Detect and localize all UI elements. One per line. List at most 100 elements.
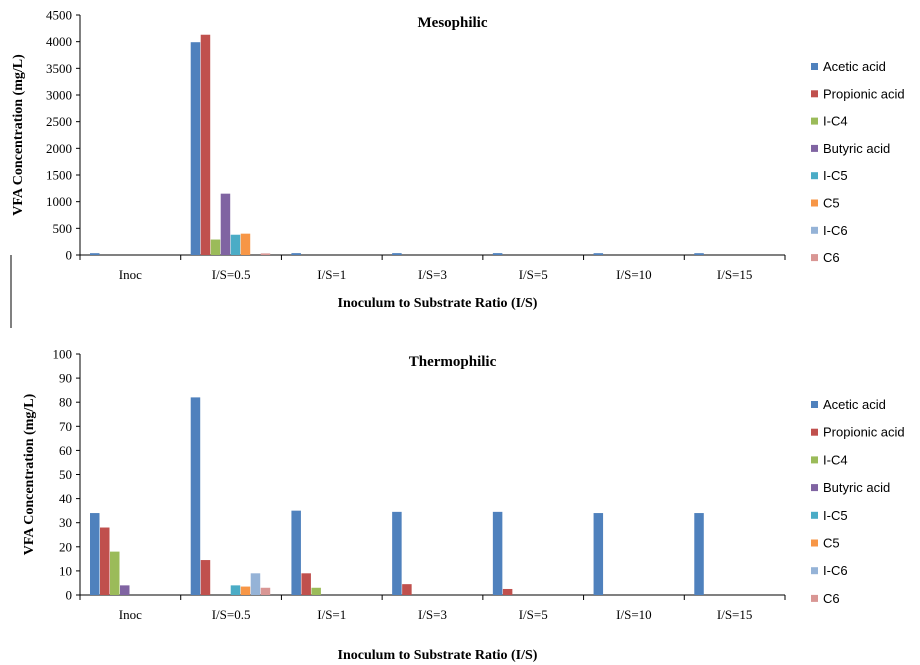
bar xyxy=(291,253,301,255)
legend-label: Propionic acid xyxy=(823,86,905,101)
y-tick-label: 3000 xyxy=(46,88,72,103)
legend-label: I-C5 xyxy=(823,508,848,523)
bar xyxy=(291,510,301,595)
x-tick-label: I/S=10 xyxy=(616,267,652,282)
legend-label: I-C4 xyxy=(823,452,848,467)
y-tick-label: 0 xyxy=(66,588,73,603)
bar xyxy=(120,585,130,595)
legend-swatch xyxy=(811,63,818,70)
bar xyxy=(311,587,321,595)
bar xyxy=(90,513,100,595)
y-tick-label: 90 xyxy=(59,371,72,386)
chart-title: Thermophilic xyxy=(409,354,497,370)
y-tick-label: 20 xyxy=(59,539,72,554)
bar xyxy=(392,253,402,255)
bar xyxy=(593,513,604,595)
bar xyxy=(220,193,231,255)
x-tick-label: I/S=5 xyxy=(519,607,548,622)
legend-label: C5 xyxy=(823,196,840,211)
legend-swatch xyxy=(811,172,818,180)
bar xyxy=(502,588,513,595)
legend-swatch xyxy=(811,539,818,547)
x-axis-title: Inoculum to Substrate Ratio (I/S) xyxy=(338,648,538,663)
chart-title: Mesophilic xyxy=(418,15,488,31)
y-tick-label: 3500 xyxy=(46,61,72,76)
bar xyxy=(392,511,402,595)
x-tick-label: I/S=1 xyxy=(317,267,346,282)
legend-label: Butyric acid xyxy=(823,141,890,156)
legend-label: Propionic acid xyxy=(823,425,905,440)
bar xyxy=(260,253,271,255)
x-tick-label: I/S=5 xyxy=(519,267,548,282)
y-axis-title: VFA Concentration (mg/L) xyxy=(22,393,37,555)
legend-label: I-C5 xyxy=(823,168,848,183)
x-tick-label: I/S=15 xyxy=(717,267,753,282)
legend-swatch xyxy=(811,428,818,436)
bar xyxy=(301,573,311,595)
legend-swatch xyxy=(811,226,818,234)
x-tick-label: I/S=10 xyxy=(616,607,652,622)
bar xyxy=(402,584,412,595)
legend-swatch xyxy=(811,90,818,98)
bar xyxy=(190,42,201,256)
legend-label: Butyric acid xyxy=(823,480,890,495)
bar xyxy=(240,586,251,595)
x-tick-label: Inoc xyxy=(119,607,142,622)
legend-label: Acetic acid xyxy=(823,59,886,74)
y-tick-label: 1500 xyxy=(46,168,72,183)
x-tick-label: Inoc xyxy=(119,267,142,282)
x-tick-label: I/S=0.5 xyxy=(212,267,251,282)
bar xyxy=(90,253,100,255)
bar xyxy=(593,253,604,255)
y-tick-label: 100 xyxy=(53,347,73,362)
y-tick-label: 70 xyxy=(59,419,72,434)
legend-swatch xyxy=(811,567,818,575)
bar xyxy=(694,513,704,595)
legend-label: C6 xyxy=(823,250,840,265)
y-axis-title: VFA Concentration (mg/L) xyxy=(11,54,26,216)
bar xyxy=(200,560,211,595)
bar xyxy=(100,527,110,595)
bar xyxy=(240,233,251,255)
y-tick-label: 1000 xyxy=(46,194,72,209)
legend-label: I-C4 xyxy=(823,114,848,129)
x-tick-label: I/S=1 xyxy=(317,607,346,622)
legend-label: I-C6 xyxy=(823,563,848,578)
bar xyxy=(492,253,503,255)
y-tick-label: 10 xyxy=(59,563,72,578)
x-tick-label: I/S=0.5 xyxy=(212,607,251,622)
bar xyxy=(190,397,201,595)
y-tick-label: 500 xyxy=(53,221,73,236)
chart-mesophilic: Mesophilic 0 500 1000 1500 2000 2500 3000 3500 40… xyxy=(11,8,905,312)
x-tick-label: I/S=3 xyxy=(418,607,447,622)
y-tick-label: 80 xyxy=(59,395,72,410)
legend-label: Acetic acid xyxy=(823,397,886,412)
legend-swatch xyxy=(811,401,818,408)
bar xyxy=(210,239,221,255)
bar xyxy=(694,253,704,255)
bar xyxy=(110,551,120,595)
bar xyxy=(250,573,261,595)
x-axis-title: Inoculum to Substrate Ratio (I/S) xyxy=(338,296,538,311)
x-tick-label: I/S=3 xyxy=(418,267,447,282)
y-tick-label: 4000 xyxy=(46,34,72,49)
legend-label: I-C6 xyxy=(823,223,848,238)
y-tick-label: 60 xyxy=(59,443,72,458)
y-tick-label: 4500 xyxy=(46,8,72,23)
bar xyxy=(230,585,241,595)
y-tick-label: 2000 xyxy=(46,141,72,156)
y-tick-label: 2500 xyxy=(46,114,72,129)
legend-label: C5 xyxy=(823,536,840,551)
chart-thermophilic: Thermophilic 0 10 20 30 40 50 60 70 80 90 100 VFA Co… xyxy=(22,347,905,664)
bar xyxy=(200,34,211,255)
y-tick-label: 50 xyxy=(59,467,72,482)
y-tick-label: 30 xyxy=(59,515,72,530)
legend-swatch xyxy=(811,144,818,152)
y-tick-label: 40 xyxy=(59,491,72,506)
bar xyxy=(492,511,503,595)
x-tick-label: I/S=15 xyxy=(717,607,753,622)
legend-swatch xyxy=(811,456,818,464)
y-tick-label: 0 xyxy=(66,248,73,263)
legend-swatch xyxy=(811,511,818,519)
